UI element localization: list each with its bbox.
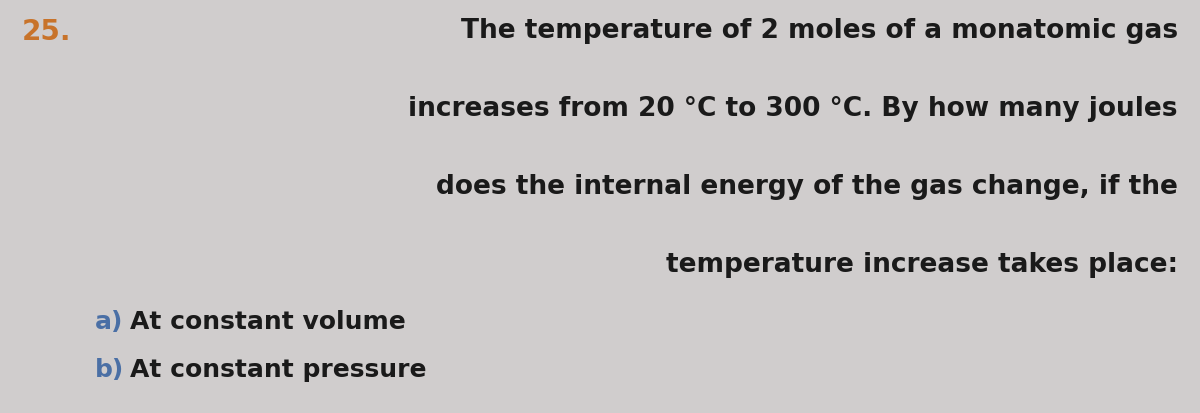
Text: does the internal energy of the gas change, if the: does the internal energy of the gas chan… — [436, 174, 1178, 200]
Text: a): a) — [95, 310, 124, 334]
Text: The temperature of 2 moles of a monatomic gas: The temperature of 2 moles of a monatomi… — [461, 18, 1178, 44]
Text: b): b) — [95, 358, 125, 382]
Text: temperature increase takes place:: temperature increase takes place: — [666, 252, 1178, 278]
Text: At constant pressure: At constant pressure — [130, 358, 426, 382]
Text: increases from 20 °C to 300 °C. By how many joules: increases from 20 °C to 300 °C. By how m… — [408, 96, 1178, 122]
Text: At constant volume: At constant volume — [130, 310, 406, 334]
Text: 25.: 25. — [22, 18, 72, 46]
